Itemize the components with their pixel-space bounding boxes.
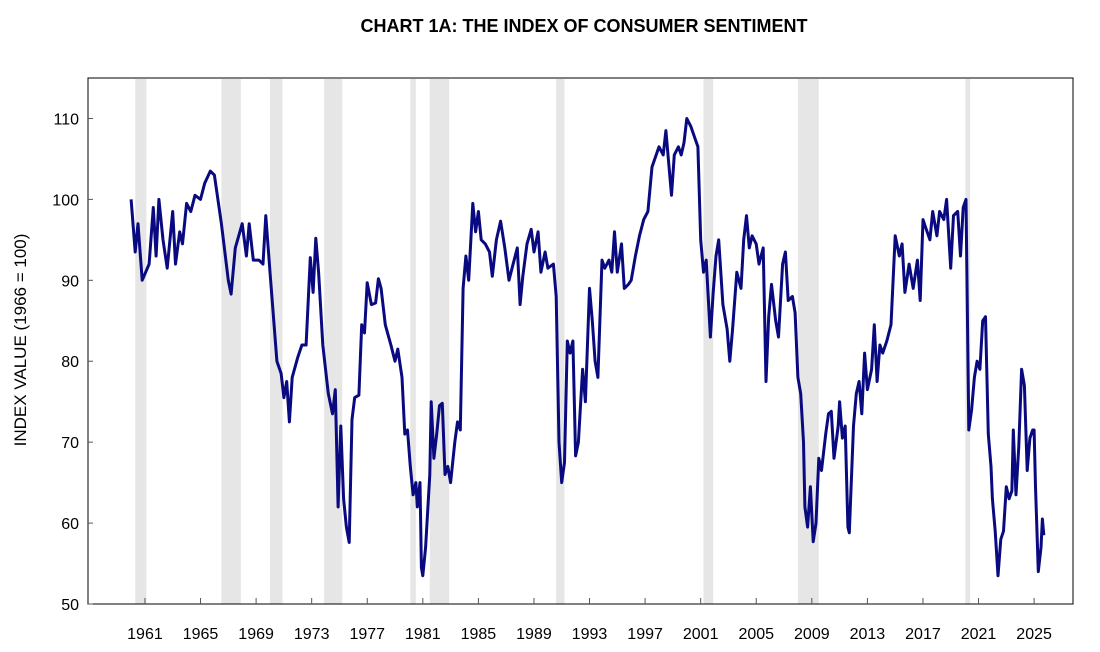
x-tick-label: 1977 [349, 626, 385, 643]
y-tick-label: 90 [61, 273, 79, 290]
chart-title: CHART 1A: THE INDEX OF CONSUMER SENTIMEN… [360, 16, 807, 36]
recession-band [556, 79, 565, 604]
x-tick-label: 2017 [905, 626, 941, 643]
x-tick-label: 1965 [183, 626, 219, 643]
x-tick-label: 1997 [627, 626, 663, 643]
x-tick-label: 1993 [572, 626, 608, 643]
sentiment-line [129, 117, 1046, 578]
recession-band [221, 79, 241, 604]
y-axis: 50 60 70 80 90 100 110 [52, 111, 93, 614]
y-axis-label: INDEX VALUE (1966 = 100) [11, 234, 30, 447]
x-axis: 1961 1965 1969 1973 1977 1981 1985 1989 1993 1997… [127, 598, 1052, 643]
y-tick-label: 50 [61, 597, 79, 614]
x-tick-label: 2025 [1016, 626, 1052, 643]
recession-band [429, 79, 450, 604]
y-tick-label: 70 [61, 435, 79, 452]
recession-band [324, 79, 343, 604]
recession-band [703, 79, 714, 604]
plot-frame [87, 77, 1074, 605]
y-tick-label: 80 [61, 354, 79, 371]
x-tick-label: 2005 [738, 626, 774, 643]
recession-shading [135, 79, 971, 604]
recession-band [135, 79, 147, 604]
x-tick-label: 1981 [405, 626, 441, 643]
x-tick-label: 1973 [294, 626, 330, 643]
x-tick-label: 1985 [461, 626, 497, 643]
y-tick-label: 100 [52, 192, 79, 209]
x-tick-label: 2021 [961, 626, 997, 643]
x-tick-label: 1989 [516, 626, 552, 643]
y-tick-label: 110 [53, 111, 79, 128]
x-tick-label: 1961 [127, 626, 163, 643]
x-tick-label: 2013 [850, 626, 886, 643]
recession-band [410, 79, 416, 604]
x-tick-label: 1969 [238, 626, 274, 643]
x-tick-label: 2001 [683, 626, 719, 643]
x-tick-label: 2009 [794, 626, 830, 643]
y-tick-label: 60 [61, 516, 79, 533]
